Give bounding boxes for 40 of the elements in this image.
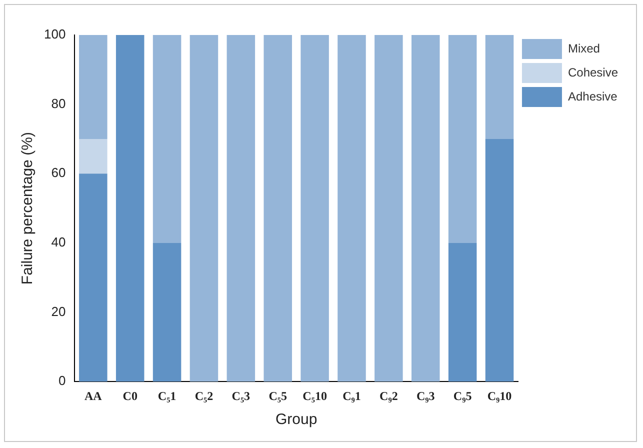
bar [338,35,366,382]
y-axis-title: Failure percentage (%) [19,132,36,285]
x-tick-label: C₅3 [232,388,250,403]
bar [79,138,108,174]
x-tick-label: C₅5 [268,388,287,403]
y-tick-label: 0 [58,373,66,388]
x-tick-label: AA [84,388,102,403]
x-axis-title: Group [275,411,318,428]
x-tick-label: C₉1 [342,388,361,403]
x-tick-label: C₅10 [302,388,327,403]
bar [448,35,477,243]
bar [448,242,477,382]
x-tick-label: C₉10 [487,388,512,403]
x-tick-label: C0 [122,388,138,403]
bar [152,35,182,243]
x-tick-label: C₉5 [453,388,472,403]
y-tick-label: 80 [51,96,66,111]
y-tick-label: 40 [51,234,66,250]
bar [190,35,218,382]
bar [300,35,329,382]
y-tick-label: 20 [51,304,66,319]
bar [485,35,514,139]
legend-label: Adhesive [568,89,618,104]
bar [374,35,403,382]
legend-label: Mixed [568,41,600,56]
bar [79,174,108,382]
y-tick-label: 60 [51,165,66,180]
x-tick-label: C₉3 [416,388,435,403]
bar [226,35,256,382]
bar [485,138,514,382]
bar [411,35,440,382]
x-tick-label: C₉2 [380,388,398,403]
x-tick-label: C₅2 [194,388,214,403]
legend-label: Cohesive [568,65,618,80]
bar [264,35,292,382]
bar [152,242,182,382]
y-tick-label: 100 [44,26,66,42]
bar [79,35,108,139]
x-tick-label: C₅1 [158,388,176,403]
bar [116,35,144,382]
